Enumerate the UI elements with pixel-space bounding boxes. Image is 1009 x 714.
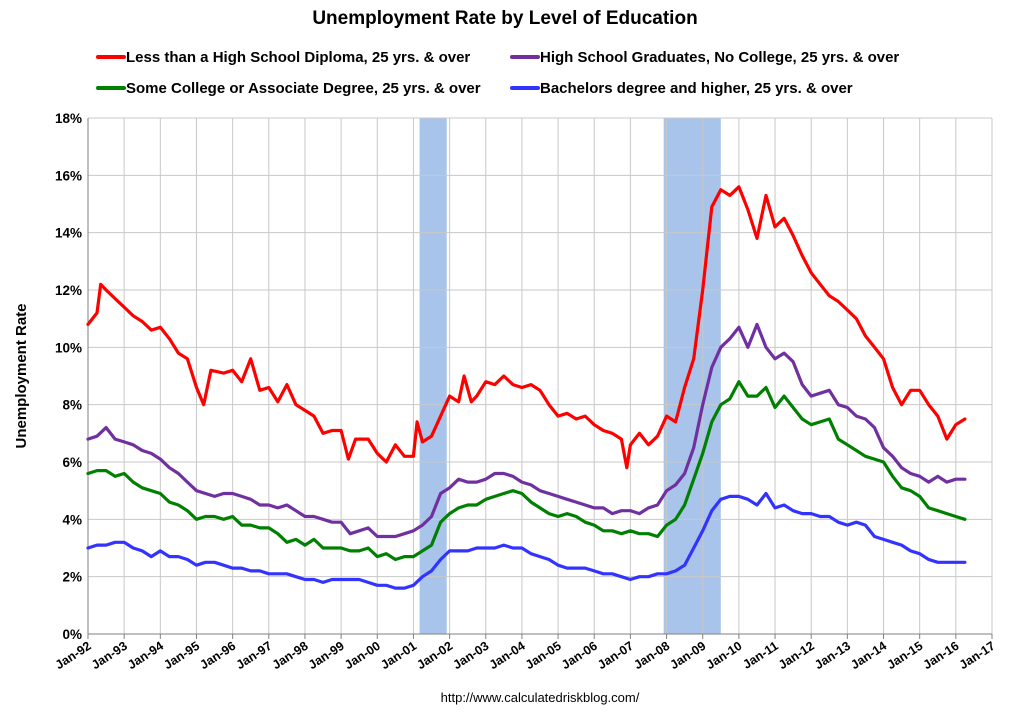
source-url: http://www.calculatedriskblog.com/ xyxy=(441,690,640,705)
x-tick-labels: Jan-92Jan-93Jan-94Jan-95Jan-96Jan-97Jan-… xyxy=(53,639,998,672)
x-tick-label-5: Jan-97 xyxy=(234,639,275,672)
x-tick-label-4: Jan-96 xyxy=(197,639,238,672)
y-tick-label-9: 18% xyxy=(55,111,82,126)
y-tick-labels: 0% 2% 4% 6% 8% 10% 12% 14% 16% 18% xyxy=(55,111,82,642)
x-tick-label-11: Jan-03 xyxy=(451,639,492,672)
y-tick-label-4: 8% xyxy=(62,398,82,413)
y-tick-label-3: 6% xyxy=(62,455,82,470)
x-tick-label-2: Jan-94 xyxy=(125,639,166,672)
x-tick-label-20: Jan-12 xyxy=(776,639,817,672)
x-tick-label-13: Jan-05 xyxy=(523,639,564,672)
x-tick-label-17: Jan-09 xyxy=(668,639,709,672)
x-tick-label-23: Jan-15 xyxy=(884,639,925,672)
x-tick-label-18: Jan-10 xyxy=(704,639,745,672)
y-axis-label: Unemployment Rate xyxy=(13,303,30,448)
y-tick-label-8: 16% xyxy=(55,168,82,183)
x-tick-label-10: Jan-02 xyxy=(414,639,455,672)
x-tick-label-14: Jan-06 xyxy=(559,639,600,672)
legend-label-3: Some College or Associate Degree, 25 yrs… xyxy=(126,80,481,97)
y-tick-label-7: 14% xyxy=(55,226,82,241)
recession-band-2 xyxy=(663,118,721,634)
legend-label-4: Bachelors degree and higher, 25 yrs. & o… xyxy=(540,80,853,97)
x-tick-label-9: Jan-01 xyxy=(378,639,419,672)
legend: Less than a High School Diploma, 25 yrs.… xyxy=(96,49,899,97)
x-tick-label-3: Jan-95 xyxy=(161,639,202,672)
legend-label-1: Less than a High School Diploma, 25 yrs.… xyxy=(126,49,470,66)
series-line-1 xyxy=(86,185,967,470)
x-tick-label-12: Jan-04 xyxy=(487,639,528,672)
series-lines xyxy=(86,185,967,590)
x-tick-label-22: Jan-14 xyxy=(848,639,889,672)
x-tick-label-24: Jan-16 xyxy=(921,639,962,672)
y-tick-label-0: 0% xyxy=(62,627,82,642)
series-line-2 xyxy=(86,322,967,539)
x-tick-label-25: Jan-17 xyxy=(957,639,998,672)
x-tick-label-0: Jan-92 xyxy=(53,639,94,672)
x-tick-label-19: Jan-11 xyxy=(740,639,780,672)
series-line-3 xyxy=(86,380,967,562)
x-tick-label-15: Jan-07 xyxy=(595,639,636,672)
x-tick-label-1: Jan-93 xyxy=(89,639,130,672)
y-tick-label-6: 12% xyxy=(55,283,82,298)
x-tick-label-6: Jan-98 xyxy=(270,639,311,672)
chart-title: Unemployment Rate by Level of Education xyxy=(312,8,697,29)
y-tick-label-1: 2% xyxy=(62,570,82,585)
x-tick-label-21: Jan-13 xyxy=(812,639,853,672)
legend-label-2: High School Graduates, No College, 25 yr… xyxy=(540,49,899,66)
series-line-4 xyxy=(86,491,967,590)
x-tick-label-7: Jan-99 xyxy=(306,639,347,672)
y-tick-label-2: 4% xyxy=(62,512,82,527)
x-tick-label-8: Jan-00 xyxy=(342,639,383,672)
x-tick-label-16: Jan-08 xyxy=(631,639,672,672)
y-tick-label-5: 10% xyxy=(55,340,82,355)
